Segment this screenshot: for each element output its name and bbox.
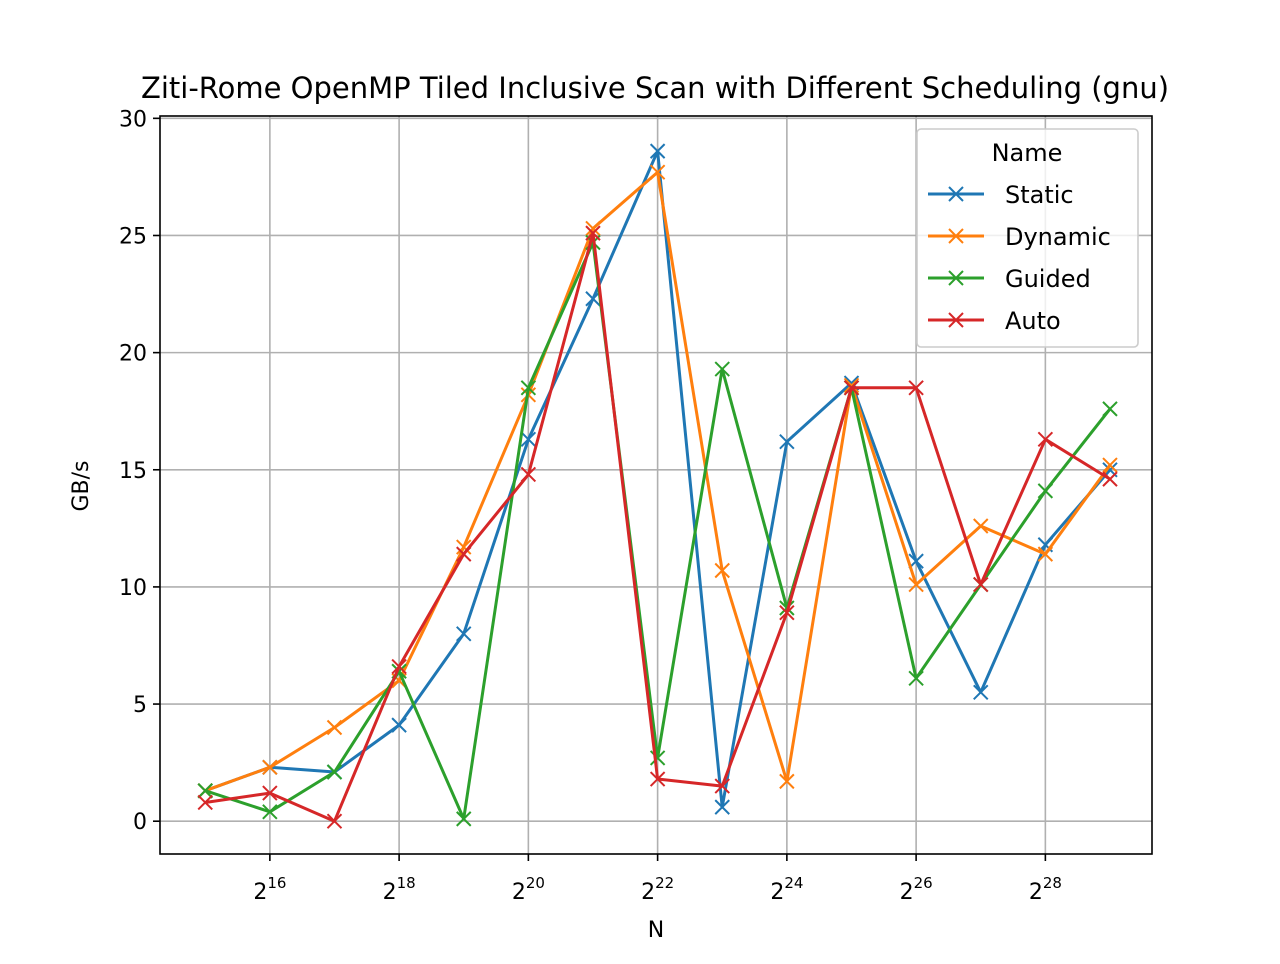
data-point-auto — [973, 576, 989, 593]
series-layer — [197, 143, 1118, 829]
data-point-guided — [908, 670, 924, 686]
data-point-dynamic — [1037, 546, 1054, 562]
data-point-guided — [262, 804, 278, 820]
chart-title: Ziti-Rome OpenMP Tiled Inclusive Scan wi… — [141, 71, 1169, 105]
legend-item-guided: Guided — [928, 265, 1091, 293]
legend-item-dynamic: Dynamic — [928, 223, 1111, 251]
y-tick-label: 5 — [133, 693, 147, 718]
legend-items: Static Dynamic Guided Auto — [928, 181, 1111, 335]
x-tick-label: 222 — [641, 874, 674, 905]
legend-label-auto: Auto — [1005, 307, 1061, 335]
data-point-auto — [197, 794, 213, 811]
data-point-guided — [714, 361, 730, 377]
data-point-guided — [197, 783, 213, 799]
data-point-static — [714, 799, 730, 815]
y-tick-label: 30 — [119, 107, 147, 132]
legend-title: Name — [992, 139, 1063, 167]
x-tick-label: 226 — [900, 874, 933, 905]
data-point-dynamic — [262, 759, 278, 776]
data-point-dynamic — [843, 377, 860, 394]
x-tick-label: 224 — [770, 874, 803, 905]
data-point-dynamic — [456, 539, 472, 555]
grid — [160, 116, 1152, 854]
data-point-static — [779, 433, 795, 450]
legend-item-auto: Auto — [928, 307, 1061, 335]
data-point-guided — [520, 380, 537, 396]
data-point-auto — [456, 546, 472, 562]
data-point-static — [649, 143, 666, 159]
data-point-auto — [262, 785, 278, 801]
x-axis: 216 218 220 222 224 226 228 — [253, 854, 1062, 905]
data-point-auto — [1102, 471, 1118, 487]
data-point-static — [973, 684, 989, 701]
legend-label-static: Static — [1005, 181, 1074, 209]
legend-marker-auto — [948, 312, 964, 328]
x-tick-label: 220 — [512, 874, 545, 905]
data-point-dynamic — [649, 164, 666, 180]
data-point-guided — [1037, 483, 1054, 499]
y-tick-label: 15 — [119, 459, 147, 484]
series-guided — [197, 234, 1118, 827]
legend-marker-static — [948, 186, 964, 202]
legend-label-dynamic: Dynamic — [1005, 223, 1111, 251]
data-point-dynamic — [585, 220, 601, 237]
data-point-static — [456, 626, 472, 642]
legend-label-guided: Guided — [1005, 265, 1091, 293]
y-tick-label: 20 — [119, 342, 147, 367]
data-point-dynamic — [326, 719, 343, 736]
y-axis: 0 5 10 15 20 25 30 — [119, 107, 160, 835]
data-point-auto — [714, 778, 730, 794]
data-point-auto — [520, 466, 537, 483]
plot-frame — [159, 115, 1153, 855]
x-tick-label: 216 — [253, 874, 286, 905]
data-point-auto — [843, 380, 860, 396]
data-point-dynamic — [973, 518, 989, 534]
data-point-guided — [649, 750, 666, 766]
data-point-auto — [1037, 431, 1054, 448]
data-point-dynamic — [908, 576, 924, 593]
data-point-auto — [649, 771, 666, 787]
y-tick-label: 10 — [119, 576, 147, 601]
data-point-static — [391, 717, 407, 733]
data-point-guided — [326, 764, 343, 780]
x-tick-label: 228 — [1029, 874, 1062, 905]
data-point-auto — [391, 658, 407, 675]
data-point-auto — [585, 225, 601, 241]
legend-marker-dynamic — [948, 228, 964, 244]
x-tick-label: 218 — [383, 874, 416, 905]
legend: Name Static Dynamic Guided Auto — [916, 128, 1139, 348]
y-tick-label: 0 — [133, 810, 147, 835]
y-tick-label: 25 — [119, 224, 147, 249]
data-point-auto — [908, 380, 924, 396]
series-auto — [197, 225, 1118, 829]
data-point-dynamic — [779, 773, 795, 790]
data-point-guided — [456, 811, 472, 827]
data-point-static — [520, 431, 537, 448]
data-point-auto — [326, 813, 343, 829]
data-point-static — [585, 291, 601, 307]
legend-item-static: Static — [928, 181, 1074, 209]
data-point-auto — [779, 604, 795, 621]
x-axis-label: N — [648, 918, 664, 943]
data-point-dynamic — [714, 562, 730, 579]
legend-box — [916, 128, 1139, 348]
data-point-dynamic — [1102, 457, 1118, 473]
legend-marker-guided — [948, 270, 964, 286]
y-axis-label: GB/s — [69, 460, 94, 511]
data-point-guided — [1102, 401, 1118, 417]
